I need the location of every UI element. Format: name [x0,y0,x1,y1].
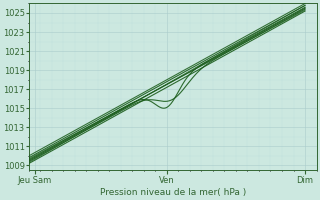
X-axis label: Pression niveau de la mer( hPa ): Pression niveau de la mer( hPa ) [100,188,246,197]
